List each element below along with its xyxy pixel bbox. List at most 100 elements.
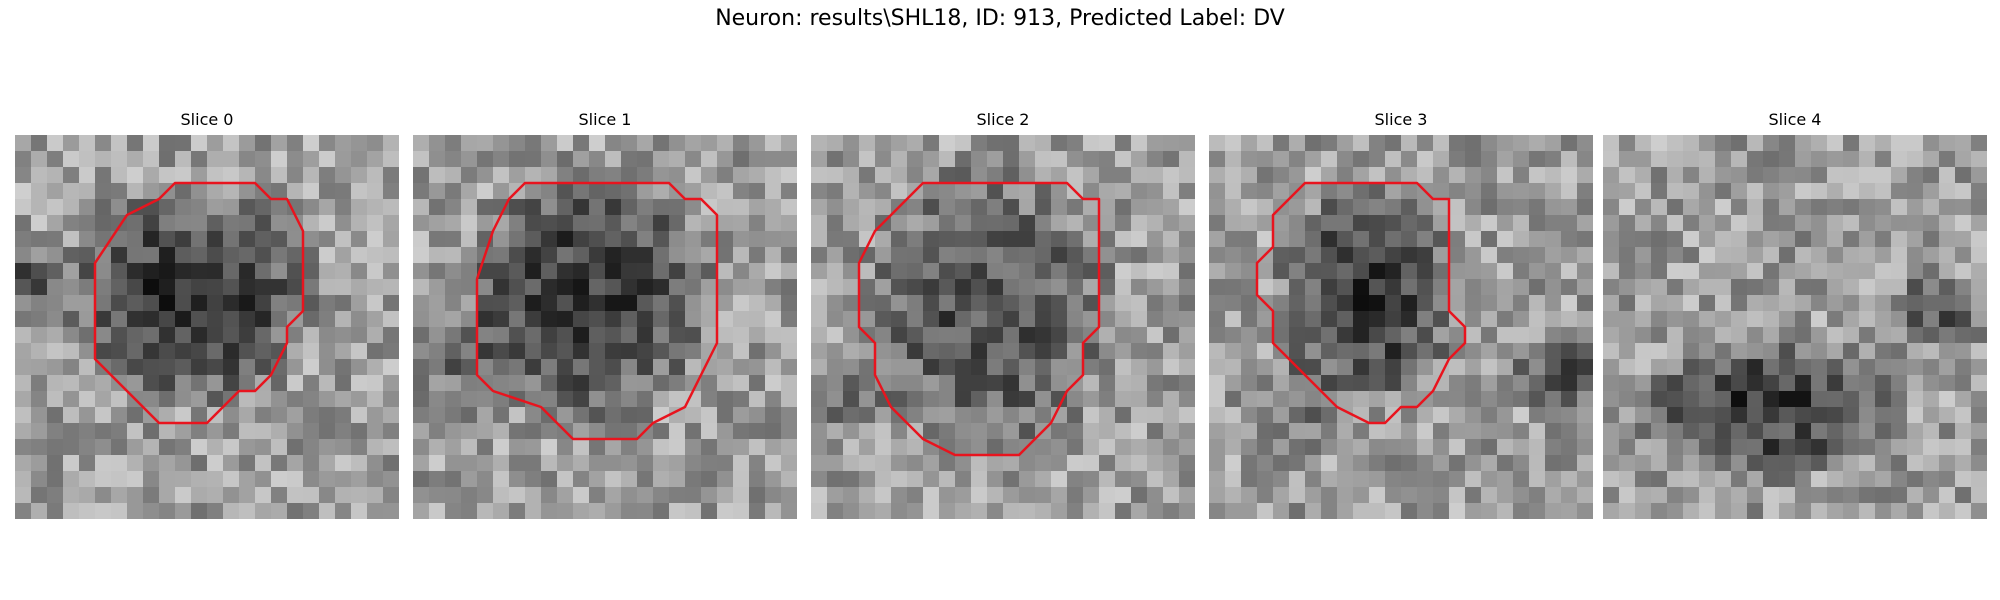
pixel — [493, 199, 509, 215]
pixel — [1603, 263, 1619, 279]
pixel — [367, 167, 383, 183]
pixel — [111, 487, 127, 503]
pixel — [781, 455, 797, 471]
pixel — [127, 503, 143, 519]
pixel — [907, 279, 923, 295]
pixel — [939, 471, 955, 487]
pixel — [1019, 471, 1035, 487]
pixel — [1763, 263, 1779, 279]
pixel — [445, 439, 461, 455]
pixel — [239, 247, 255, 263]
slice-0-image — [15, 135, 399, 519]
pixel — [509, 327, 525, 343]
pixel — [971, 407, 987, 423]
pixel — [159, 327, 175, 343]
pixel — [1907, 135, 1923, 151]
pixel — [1907, 279, 1923, 295]
pixel — [1779, 407, 1795, 423]
pixel — [477, 199, 493, 215]
pixel — [1529, 263, 1545, 279]
pixel — [255, 503, 271, 519]
pixel — [1619, 391, 1635, 407]
pixel — [1417, 199, 1433, 215]
pixel — [1209, 215, 1225, 231]
pixel — [1875, 279, 1891, 295]
pixel — [159, 199, 175, 215]
pixel — [351, 167, 367, 183]
pixel — [15, 503, 31, 519]
pixel — [461, 359, 477, 375]
pixel — [765, 231, 781, 247]
pixel — [827, 503, 843, 519]
pixel — [1003, 231, 1019, 247]
pixel — [1305, 183, 1321, 199]
pixel — [1683, 439, 1699, 455]
pixel — [955, 439, 971, 455]
pixel — [1209, 423, 1225, 439]
pixel — [573, 423, 589, 439]
pixel — [1481, 263, 1497, 279]
pixel — [1577, 135, 1593, 151]
pixel — [1971, 295, 1987, 311]
pixel — [1465, 423, 1481, 439]
pixel — [1369, 135, 1385, 151]
pixel — [685, 391, 701, 407]
pixel — [605, 503, 621, 519]
pixel — [1099, 231, 1115, 247]
pixel — [1115, 311, 1131, 327]
pixel — [1163, 343, 1179, 359]
pixel — [701, 215, 717, 231]
pixel — [781, 343, 797, 359]
pixel — [1731, 391, 1747, 407]
pixel — [1353, 407, 1369, 423]
pixel — [15, 151, 31, 167]
pixel — [1019, 359, 1035, 375]
pixel — [31, 503, 47, 519]
pixel — [669, 503, 685, 519]
pixel — [1939, 423, 1955, 439]
pixel — [127, 231, 143, 247]
pixel — [47, 311, 63, 327]
pixel — [255, 151, 271, 167]
pixel — [1811, 263, 1827, 279]
pixel — [1651, 295, 1667, 311]
pixel — [493, 327, 509, 343]
pixel — [1321, 231, 1337, 247]
pixel — [239, 359, 255, 375]
pixel — [637, 247, 653, 263]
pixel — [525, 311, 541, 327]
pixel — [1907, 503, 1923, 519]
pixel — [1577, 455, 1593, 471]
pixel — [1545, 263, 1561, 279]
pixel — [1225, 279, 1241, 295]
pixel — [1481, 343, 1497, 359]
pixel — [733, 375, 749, 391]
pixel — [621, 327, 637, 343]
pixel — [1019, 311, 1035, 327]
pixel — [1603, 375, 1619, 391]
pixel — [1529, 327, 1545, 343]
pixel — [63, 151, 79, 167]
pixel — [1731, 359, 1747, 375]
pixel — [477, 343, 493, 359]
pixel — [1257, 439, 1273, 455]
pixel — [749, 391, 765, 407]
pixel — [1715, 231, 1731, 247]
pixel — [287, 471, 303, 487]
pixel — [971, 359, 987, 375]
pixel — [589, 503, 605, 519]
pixel — [541, 423, 557, 439]
pixel — [1225, 167, 1241, 183]
pixel — [1417, 423, 1433, 439]
pixel — [1939, 151, 1955, 167]
pixel — [1257, 455, 1273, 471]
pixel — [1779, 311, 1795, 327]
pixel — [1875, 135, 1891, 151]
pixel — [875, 471, 891, 487]
pixel — [1651, 455, 1667, 471]
pixel — [175, 135, 191, 151]
pixel — [1337, 167, 1353, 183]
pixel — [1337, 439, 1353, 455]
pixel — [207, 343, 223, 359]
pixel — [1875, 471, 1891, 487]
